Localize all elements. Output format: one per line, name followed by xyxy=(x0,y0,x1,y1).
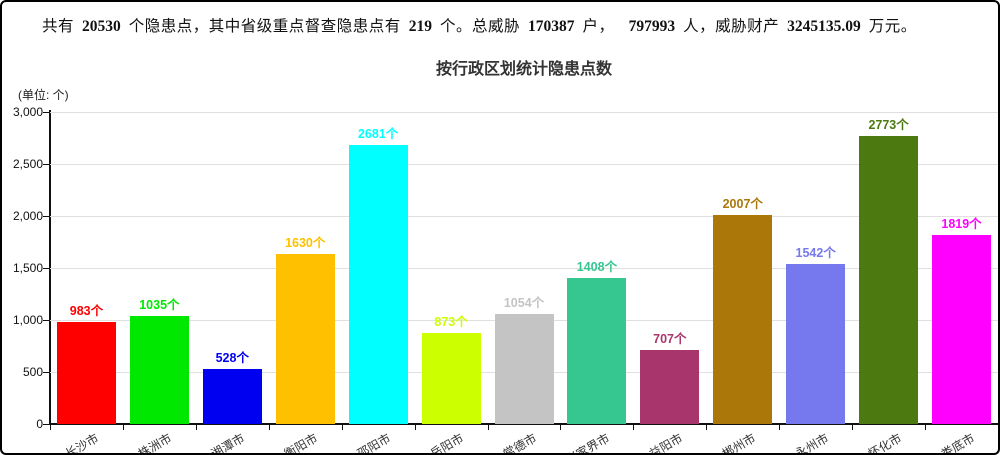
bar-岳阳市[interactable] xyxy=(421,333,481,424)
y-axis-tick xyxy=(43,320,49,321)
x-axis-tick xyxy=(122,425,124,430)
summary-number: 20530 xyxy=(82,18,121,35)
x-axis-tick xyxy=(50,425,51,430)
x-axis-label: 长沙市 xyxy=(63,431,102,455)
x-axis-tick xyxy=(414,425,416,430)
x-axis-tick xyxy=(852,425,854,430)
summary-text: 万元。 xyxy=(868,18,917,35)
y-axis-label: 2,000 xyxy=(12,209,43,223)
summary-text: 人，威胁财产 xyxy=(683,18,780,35)
bar-郴州市[interactable] xyxy=(713,215,773,424)
y-axis-tick xyxy=(43,372,49,373)
x-axis-tick xyxy=(268,425,270,430)
x-axis-tick xyxy=(487,425,489,430)
y-axis-label: 1,500 xyxy=(12,261,43,275)
bar-衡阳市[interactable] xyxy=(275,254,335,424)
x-axis-tick xyxy=(341,425,343,430)
bar-益阳市[interactable] xyxy=(640,350,700,424)
summary-number: 797993 xyxy=(628,18,676,35)
bar-永州市[interactable] xyxy=(786,264,846,424)
gridline xyxy=(50,216,998,217)
summary-text: 共有 xyxy=(42,18,75,35)
y-axis-label: 3,000 xyxy=(12,105,43,119)
y-axis-label: 0 xyxy=(36,417,43,431)
gridline xyxy=(50,268,998,269)
gridline xyxy=(50,112,998,113)
x-axis-tick xyxy=(706,425,708,430)
bar-张家界市[interactable] xyxy=(567,278,627,424)
bar-value-label: 528个 xyxy=(215,351,249,365)
bar-怀化市[interactable] xyxy=(859,136,919,424)
bar-邵阳市[interactable] xyxy=(348,145,408,424)
y-axis-label: 1,000 xyxy=(12,313,43,327)
x-axis-tick xyxy=(998,425,999,430)
y-axis-tick xyxy=(43,268,49,269)
summary-number: 170387 xyxy=(528,18,575,35)
bar-value-label: 1054个 xyxy=(503,296,545,310)
x-axis-tick xyxy=(195,425,197,430)
bar-value-label: 873个 xyxy=(434,315,468,329)
y-axis-tick xyxy=(43,164,49,165)
x-axis-tick xyxy=(925,425,927,430)
x-axis-tick xyxy=(560,425,562,430)
y-axis-label: 500 xyxy=(22,365,43,379)
summary-text: 户， xyxy=(582,18,615,35)
y-axis-label: 2,500 xyxy=(12,157,43,171)
bar-value-label: 1630个 xyxy=(285,236,326,250)
gridline xyxy=(50,164,998,165)
y-axis-tick xyxy=(43,216,49,217)
chart-title: 按行政区划统计隐患点数 xyxy=(435,61,612,78)
bar-value-label: 1035个 xyxy=(139,298,180,312)
bar-长沙市[interactable] xyxy=(56,322,116,424)
bar-value-label: 1542个 xyxy=(795,246,836,260)
bar-value-label: 2681个 xyxy=(357,127,399,141)
summary-text: 个隐患点，其中省级重点督查隐患点有 xyxy=(128,18,401,35)
bar-value-label: 1408个 xyxy=(576,260,618,274)
x-axis-tick xyxy=(779,425,781,430)
x-axis-line xyxy=(49,423,998,425)
bar-湘潭市[interactable] xyxy=(202,369,262,424)
summary-number: 219 xyxy=(408,18,433,35)
summary-number: 3245135.09 xyxy=(787,18,861,35)
bar-value-label: 2007个 xyxy=(722,197,763,211)
bar-株洲市[interactable] xyxy=(129,316,189,424)
bar-value-label: 707个 xyxy=(653,332,687,346)
bar-value-label: 1819个 xyxy=(941,217,982,231)
unit-label: (单位: 个) xyxy=(18,88,69,102)
bar-value-label: 2773个 xyxy=(868,118,909,132)
y-axis-tick xyxy=(43,424,49,425)
y-axis-line xyxy=(49,110,51,425)
summary-text: 个。总威胁 xyxy=(440,18,521,35)
y-axis-tick xyxy=(43,112,49,113)
summary-line: 共有 20530 个隐患点，其中省级重点督查隐患点有 219 个。总威胁 170387 户，… xyxy=(42,14,978,36)
bar-value-label: 983个 xyxy=(69,304,104,318)
bar-常德市[interactable] xyxy=(494,314,554,424)
bar-娄底市[interactable] xyxy=(932,235,992,424)
x-axis-tick xyxy=(633,425,635,430)
